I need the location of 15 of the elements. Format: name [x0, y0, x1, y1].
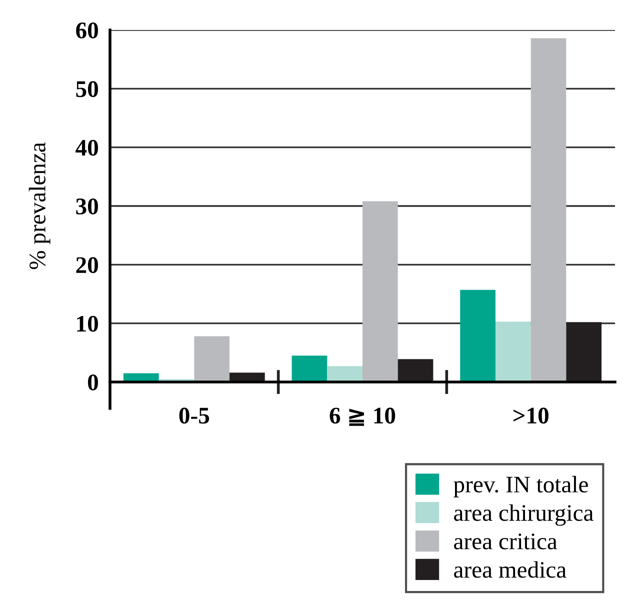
- legend-label: area medica: [454, 561, 566, 578]
- y-tick-label: 0: [88, 374, 98, 390]
- y-tick-label: 50: [76, 81, 98, 98]
- y-tick-label: 10: [77, 316, 98, 332]
- x-tick-label: >10: [514, 408, 548, 424]
- y-axis-title: % prevalenza: [28, 142, 50, 270]
- x-tick-label: 6 ≧ 10: [330, 408, 396, 426]
- y-tick-label: 40: [76, 140, 98, 156]
- legend-label: area chirurgica: [454, 504, 594, 526]
- legend-label: area critica: [454, 534, 558, 550]
- y-tick-label: 20: [76, 257, 98, 274]
- y-tick-label: 60: [76, 22, 98, 38]
- x-tick-label: 0-5: [179, 408, 210, 424]
- y-tick-label: 30: [76, 198, 98, 214]
- legend-label: prev. IN totale: [454, 476, 588, 498]
